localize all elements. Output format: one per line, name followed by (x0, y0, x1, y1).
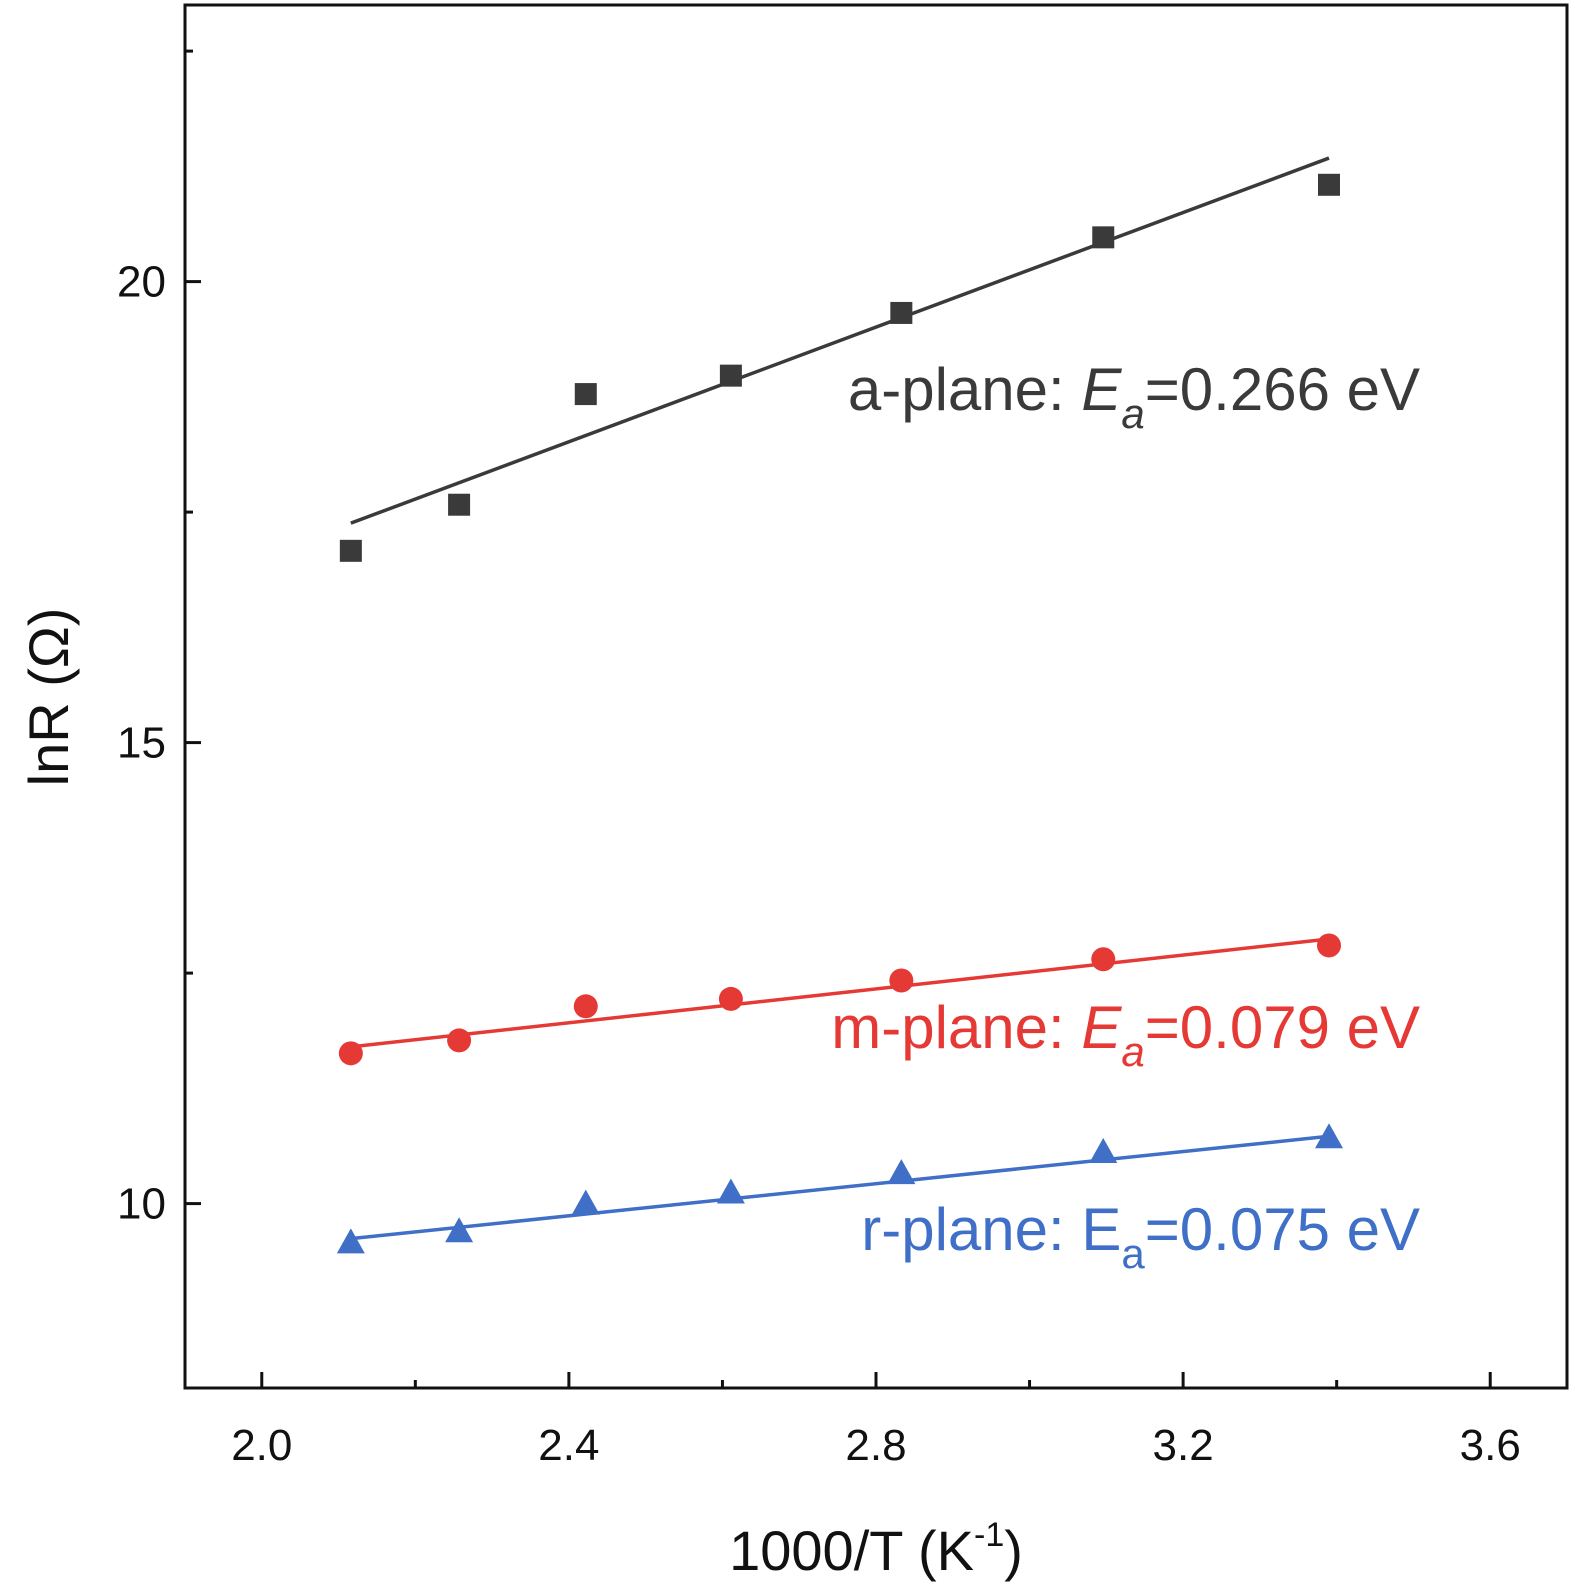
a-plane-annotation-value: =0.266 eV (1145, 356, 1420, 423)
m-plane-point (1316, 933, 1341, 958)
a-plane-fit-line (350, 156, 1330, 525)
plot-frame (183, 3, 1569, 1390)
x-tick-label: 2.0 (231, 1421, 292, 1470)
series-annotations: a-plane: Ea=0.266 eVm-plane: Ea=0.079 eV… (831, 356, 1420, 1277)
data-markers (336, 173, 1343, 1254)
a-plane-point (719, 364, 742, 387)
axis-tick-labels: 2.0 2.4 2.8 3.2 3.6 10 15 20 (117, 258, 1521, 1470)
fit-lines (350, 156, 1330, 1241)
m-plane-point (718, 986, 743, 1011)
a-plane-point (1092, 226, 1115, 249)
y-tick-label: 20 (117, 258, 166, 307)
x-axis-title-tail: ) (1004, 1519, 1023, 1582)
m-plane-annotation-prefix: m-plane: (831, 994, 1081, 1061)
m-plane-fit-line (350, 937, 1330, 1049)
a-plane-point (1317, 173, 1340, 196)
r-plane-point (1089, 1137, 1118, 1163)
x-tick-label: 2.4 (538, 1421, 599, 1470)
x-tick-label: 2.8 (845, 1421, 906, 1470)
a-plane-point (890, 301, 913, 324)
r-plane-point (1314, 1123, 1343, 1149)
r-plane-point (887, 1159, 916, 1185)
a-plane-annotation: a-plane: Ea=0.266 eV (848, 356, 1420, 437)
m-plane-annotation-symbol: E (1081, 994, 1122, 1061)
r-plane-annotation-symbol: E (1081, 1196, 1121, 1263)
m-plane-point (447, 1028, 472, 1053)
y-axis-title: lnR (Ω) (17, 608, 80, 787)
r-plane-annotation: r-plane: Ea=0.075 eV (861, 1196, 1420, 1277)
m-plane-annotation-sub: a (1121, 1028, 1144, 1075)
x-axis-title-sup: -1 (974, 1516, 1004, 1554)
a-plane-point (574, 383, 597, 406)
m-plane-annotation: m-plane: Ea=0.079 eV (831, 994, 1420, 1075)
axis-ticks (185, 49, 1492, 1388)
r-plane-point (336, 1228, 365, 1254)
r-plane-point (716, 1178, 745, 1204)
m-plane-point (338, 1041, 363, 1066)
a-plane-point (339, 539, 362, 562)
x-axis-title-base: 1000/T (K (729, 1519, 974, 1582)
r-plane-annotation-prefix: r-plane: (861, 1196, 1081, 1263)
x-axis-title: 1000/T (K-1) (729, 1516, 1023, 1582)
y-tick-label: 10 (117, 1180, 166, 1229)
r-plane-fit-line (350, 1134, 1330, 1241)
a-plane-annotation-sub: a (1121, 390, 1144, 437)
m-plane-point (1091, 947, 1116, 972)
a-plane-point (448, 493, 471, 516)
x-tick-label: 3.2 (1153, 1421, 1214, 1470)
r-plane-point (571, 1189, 600, 1215)
r-plane-annotation-sub: a (1121, 1230, 1145, 1277)
m-plane-point (889, 968, 914, 993)
m-plane-point (573, 994, 598, 1019)
a-plane-annotation-symbol: E (1081, 356, 1122, 423)
y-tick-label: 15 (117, 719, 166, 768)
r-plane-point (445, 1217, 474, 1243)
r-plane-annotation-value: =0.075 eV (1145, 1196, 1420, 1263)
a-plane-annotation-prefix: a-plane: (848, 356, 1082, 423)
x-tick-label: 3.6 (1460, 1421, 1521, 1470)
m-plane-annotation-value: =0.079 eV (1145, 994, 1420, 1061)
